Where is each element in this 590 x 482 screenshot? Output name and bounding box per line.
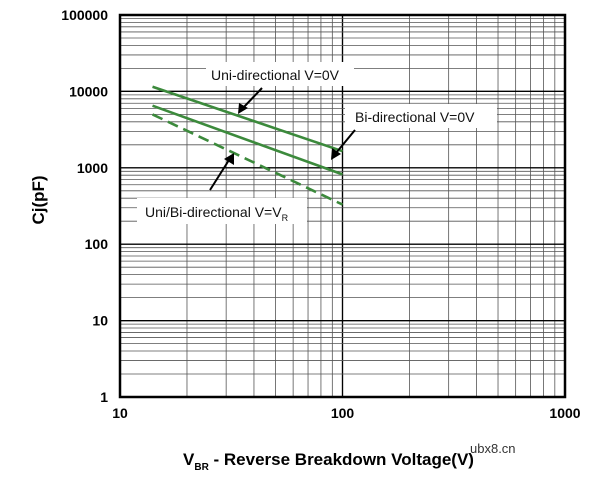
series-line-2 [152, 104, 343, 176]
annotation-bi-arrow [335, 129, 356, 154]
y-tick-label: 10 [92, 313, 108, 329]
annotation-unibi-arrow [209, 159, 230, 191]
annotation-unibi-sub: R [282, 213, 289, 223]
watermark: ubx8.cn [470, 441, 516, 456]
annotation-unibi: Uni/Bi-directional V=VR [137, 153, 307, 224]
series-group [151, 85, 344, 206]
annotation-unibi-main: Uni/Bi-directional V=V [145, 204, 282, 220]
annotation-unibi-text: Uni/Bi-directional V=VR [145, 204, 289, 223]
annotation-uni-arrowhead [238, 103, 248, 114]
y-tick-label: 100000 [61, 7, 108, 23]
annotation-bi-arrowhead [331, 148, 341, 160]
y-tick-label: 100 [85, 236, 109, 252]
annotation-bi-box [345, 104, 497, 128]
annotation-uni-box [206, 62, 354, 86]
annotation-bi: Bi-directional V=0V [331, 104, 497, 160]
annotation-uni: Uni-directional V=0V [206, 62, 354, 114]
x-axis-title-main: V [183, 450, 195, 469]
plot-frame [118, 13, 567, 399]
annotation-unibi-box [137, 198, 307, 224]
annotation-uni-arrow [242, 87, 263, 109]
x-tick-label: 100 [331, 405, 355, 421]
y-tick-label: 1000 [77, 160, 108, 176]
series-line-1 [152, 85, 343, 153]
x-axis-title: VBR - Reverse Breakdown Voltage(V) [183, 450, 474, 473]
annotation-bi-text: Bi-directional V=0V [355, 109, 475, 125]
annotation-unibi-arrowhead [224, 153, 234, 165]
x-axis-title-rest: - Reverse Breakdown Voltage(V) [209, 450, 474, 469]
series-line-3 [151, 113, 344, 206]
x-tick-label: 10 [112, 405, 128, 421]
x-tick-label: 1000 [549, 405, 580, 421]
y-tick-label: 10000 [69, 83, 108, 99]
y-tick-label: 1 [100, 389, 108, 405]
x-axis-title-sub: BR [194, 462, 209, 473]
y-axis-title: Cj(pF) [29, 175, 48, 224]
annotation-uni-text: Uni-directional V=0V [211, 67, 340, 83]
